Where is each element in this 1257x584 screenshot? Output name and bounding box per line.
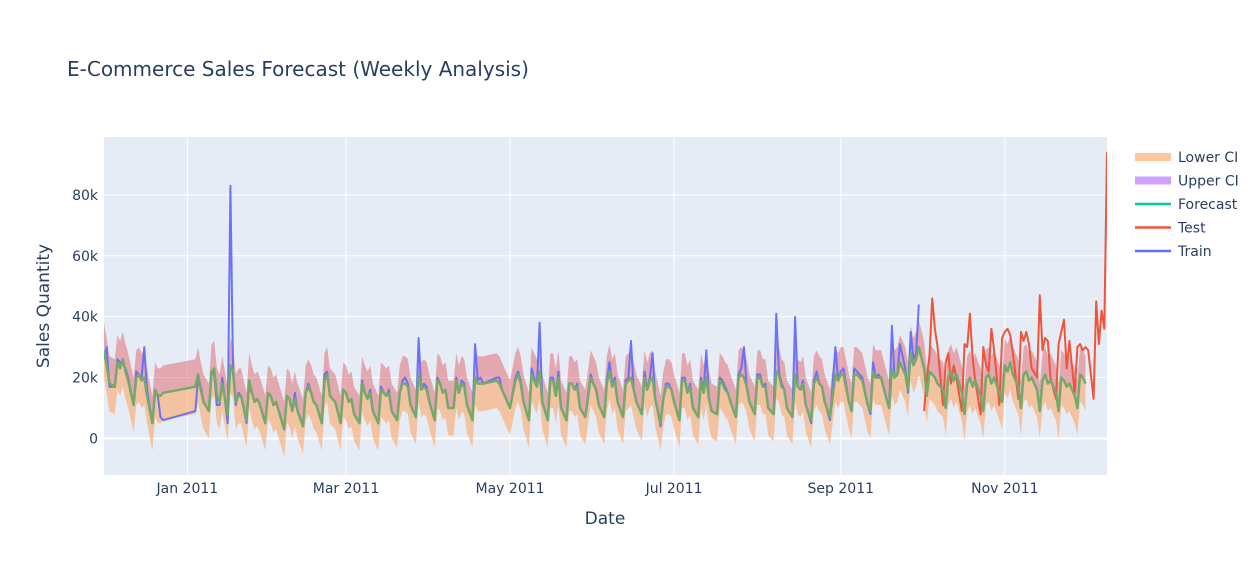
y-axis-ticks: 0 20k 40k 60k 80k xyxy=(72,188,99,448)
x-tick-label: Nov 2011 xyxy=(971,481,1038,497)
chart-title: E-Commerce Sales Forecast (Weekly Analys… xyxy=(67,57,529,81)
y-tick-label: 0 xyxy=(89,431,98,447)
grid-lines xyxy=(104,137,1107,475)
y-tick-label: 80k xyxy=(72,188,99,204)
x-tick-label: Sep 2011 xyxy=(808,481,874,497)
legend-swatch xyxy=(1135,176,1171,185)
x-axis-label: Date xyxy=(585,509,626,529)
legend-label: Forecast xyxy=(1178,197,1238,213)
y-tick-label: 20k xyxy=(72,371,99,387)
legend-label: Train xyxy=(1177,244,1212,260)
legend-label: Upper CI xyxy=(1178,174,1239,190)
legend-item[interactable]: Test xyxy=(1135,221,1206,237)
series-lines xyxy=(104,152,1107,431)
upper-ci-band xyxy=(104,319,1086,430)
y-tick-label: 40k xyxy=(72,310,99,326)
x-axis-ticks: Jan 2011 Mar 2011 May 2011 Jul 2011 Sep 2011… xyxy=(156,481,1039,497)
legend[interactable]: Lower CI Upper CI Forecast Test Train xyxy=(1135,150,1239,260)
y-tick-label: 60k xyxy=(72,249,99,265)
legend-item[interactable]: Lower CI xyxy=(1135,150,1238,166)
forecast-line xyxy=(104,345,1087,431)
legend-item[interactable]: Train xyxy=(1135,244,1212,260)
test-line xyxy=(923,152,1107,416)
x-tick-label: May 2011 xyxy=(476,481,545,497)
lower-ci-band xyxy=(104,347,1086,457)
x-tick-label: Jul 2011 xyxy=(645,481,703,497)
legend-swatch xyxy=(1135,153,1171,161)
legend-label: Test xyxy=(1177,221,1206,237)
legend-label: Lower CI xyxy=(1178,150,1238,166)
x-tick-label: Jan 2011 xyxy=(156,481,219,497)
y-axis-label: Sales Quantity xyxy=(34,244,54,368)
x-tick-label: Mar 2011 xyxy=(313,481,380,497)
legend-item[interactable]: Upper CI xyxy=(1135,174,1239,190)
legend-item[interactable]: Forecast xyxy=(1135,197,1238,213)
confidence-bands xyxy=(104,319,1086,457)
